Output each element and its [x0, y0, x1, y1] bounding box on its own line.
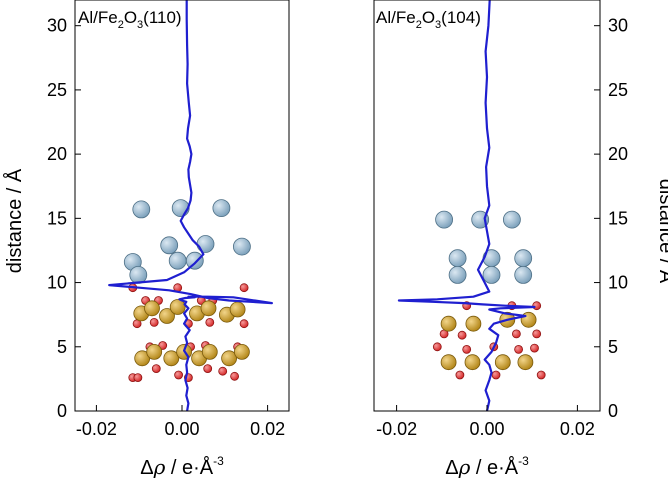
x-tick-label: 0.02	[560, 419, 595, 439]
y-tick-label: 0	[57, 401, 67, 421]
fe-atom	[440, 315, 457, 332]
y-tick-label: 15	[47, 208, 67, 228]
o-atom	[218, 366, 228, 376]
o-atom	[230, 371, 240, 381]
panel-title-left: Al/Fe2O3(110)	[78, 8, 182, 31]
o-atom	[205, 317, 215, 327]
o-atom	[174, 370, 184, 380]
o-atom	[151, 364, 161, 374]
al-atom	[132, 200, 151, 219]
o-atom	[203, 364, 213, 374]
fe-atom	[520, 311, 537, 328]
y-tick-label: 20	[47, 144, 67, 164]
fe-atom	[229, 301, 246, 318]
y-tick-label: 20	[608, 144, 628, 164]
x-tick-label: 0.02	[250, 419, 285, 439]
al-atom	[160, 236, 179, 255]
o-atom	[532, 329, 542, 339]
fe-atom	[494, 354, 511, 371]
y-tick-label: 0	[608, 401, 618, 421]
o-atom	[455, 370, 465, 380]
y-tick-label: 10	[608, 273, 628, 293]
al-atom	[448, 249, 467, 268]
o-atom	[532, 301, 542, 311]
fe-atom	[159, 308, 175, 324]
al-atom	[171, 199, 190, 218]
y-tick-label: 15	[608, 208, 628, 228]
fe-atom	[146, 343, 163, 360]
o-atom	[149, 317, 159, 327]
x-tick-label: -0.02	[76, 419, 117, 439]
o-atom	[432, 342, 442, 352]
y-tick-label: 5	[608, 337, 618, 357]
ticks-left: -0.02 0.00 0.02 0 5 10 15 20 25 30	[47, 16, 285, 439]
charge-density-curve-right	[397, 0, 536, 412]
fe-atom	[144, 300, 160, 317]
fe-atom	[464, 354, 481, 371]
fe-atom	[169, 299, 186, 315]
y-tick-label: 30	[608, 16, 628, 36]
fe-atom	[465, 315, 482, 332]
y-axis-label-left: distance / Å	[3, 168, 26, 273]
fe-atom	[200, 300, 217, 317]
y-tick-label: 25	[47, 80, 67, 100]
panel-title-right: Al/Fe2O3(104)	[376, 8, 481, 31]
y-tick-label: 30	[47, 16, 67, 36]
fe-atom	[201, 343, 218, 360]
o-atom	[457, 330, 467, 340]
fe-atom	[221, 350, 238, 367]
o-atom	[133, 373, 143, 383]
x-tick-label: 0.00	[164, 419, 199, 439]
al-atom	[129, 265, 148, 284]
al-atom	[514, 265, 533, 284]
y-tick-label: 10	[47, 273, 67, 293]
x-axis-label-left: Δρ / e·Å-3	[140, 454, 224, 479]
o-atom	[536, 370, 546, 380]
al-atom	[482, 265, 501, 284]
al-atom	[502, 210, 521, 229]
x-tick-label: 0.00	[469, 419, 504, 439]
al-atom	[514, 249, 533, 268]
al-atom	[168, 251, 187, 270]
o-atom	[462, 344, 472, 354]
o-atom	[239, 319, 249, 329]
atom-layer-left	[123, 199, 251, 383]
fe-atom	[233, 343, 250, 360]
ticks-right: -0.02 0.00 0.02 0 5 10 15 20 25 30	[376, 16, 628, 439]
o-atom	[512, 329, 521, 339]
fe-atom	[517, 354, 534, 371]
y-tick-label: 5	[57, 337, 67, 357]
o-atom	[514, 344, 523, 354]
fe-atom	[163, 350, 180, 367]
y-axis-label-right: distance / Å	[655, 179, 668, 284]
al-atom	[185, 251, 204, 270]
al-atom	[232, 237, 251, 256]
al-atom	[435, 210, 454, 229]
fe-atom	[440, 354, 457, 371]
al-atom	[196, 235, 215, 253]
o-atom	[239, 283, 249, 293]
x-axis-label-right: Δρ / e·Å-3	[445, 454, 529, 479]
o-atom	[491, 370, 501, 380]
al-atom	[471, 210, 490, 229]
al-atom	[212, 199, 231, 218]
x-tick-label: -0.02	[376, 419, 417, 439]
y-tick-label: 25	[608, 80, 628, 100]
al-atom	[448, 265, 467, 284]
o-atom	[530, 343, 539, 353]
charge-density-curve-left	[108, 0, 273, 412]
